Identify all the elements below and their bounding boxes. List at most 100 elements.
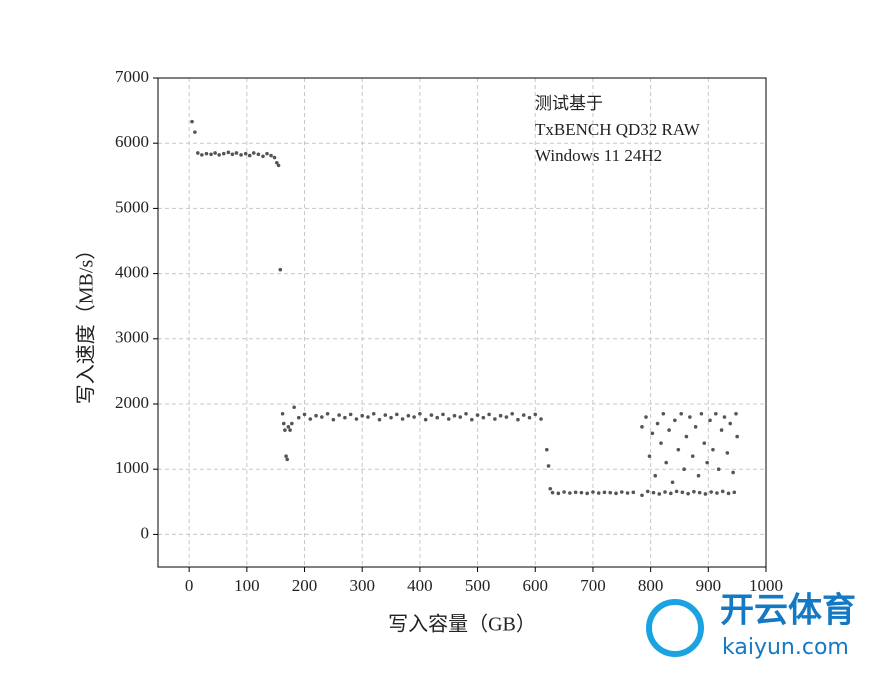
point — [644, 415, 648, 419]
point — [647, 454, 652, 458]
point — [719, 428, 724, 432]
point — [493, 417, 497, 421]
point — [302, 412, 307, 417]
point — [395, 412, 399, 417]
point — [354, 417, 359, 421]
point — [204, 151, 209, 156]
point — [290, 421, 294, 426]
x-tick-label: 100 — [234, 576, 260, 595]
point — [498, 413, 503, 418]
point — [190, 119, 194, 124]
x-tick-label: 400 — [407, 576, 433, 595]
point — [429, 413, 434, 417]
point — [734, 411, 738, 416]
y-tick-label: 2000 — [115, 393, 149, 412]
point — [614, 491, 618, 496]
x-tick-label: 300 — [349, 576, 375, 595]
point — [661, 411, 666, 416]
point — [221, 151, 226, 156]
point — [657, 492, 662, 496]
x-tick-label: 900 — [696, 576, 722, 595]
point — [239, 153, 243, 157]
x-tick-label: 500 — [465, 576, 491, 595]
point — [711, 447, 715, 452]
point — [418, 411, 422, 416]
y-tick-label: 3000 — [115, 328, 149, 347]
point — [550, 490, 555, 495]
point — [653, 473, 658, 478]
point — [735, 434, 739, 439]
point — [360, 413, 365, 418]
point — [714, 411, 718, 416]
point — [715, 491, 719, 495]
point — [452, 413, 457, 418]
point — [546, 464, 551, 468]
annotation: TxBENCH QD32 RAW — [535, 120, 701, 139]
plot-frame — [157, 77, 767, 568]
point — [625, 491, 630, 495]
point — [412, 415, 416, 419]
point — [659, 441, 663, 445]
point — [292, 405, 296, 410]
point — [446, 417, 451, 421]
point — [705, 460, 709, 465]
point — [285, 457, 290, 462]
y-axis-label: 写入速度（MB/s） — [75, 240, 98, 404]
point — [673, 418, 677, 423]
point — [272, 155, 277, 160]
point — [400, 417, 405, 421]
point — [539, 417, 543, 421]
point — [728, 421, 733, 426]
point — [725, 451, 730, 455]
watermark-title: 开云体育 — [720, 591, 856, 631]
point — [568, 491, 572, 495]
point — [696, 473, 701, 478]
point — [708, 418, 712, 423]
point — [458, 415, 463, 419]
point — [288, 428, 292, 432]
point — [664, 460, 669, 465]
point — [278, 267, 283, 272]
point — [441, 412, 445, 417]
point — [690, 454, 695, 458]
annotation: Windows 11 24H2 — [535, 146, 662, 165]
x-tick-label: 200 — [292, 576, 318, 595]
point — [703, 492, 708, 496]
point — [213, 151, 217, 155]
y-tick-label: 7000 — [115, 67, 149, 86]
point — [596, 491, 601, 495]
point — [320, 415, 324, 419]
point — [655, 421, 660, 426]
point — [383, 413, 388, 417]
x-tick-label: 600 — [523, 576, 549, 595]
point — [716, 467, 721, 472]
y-tick-label: 4000 — [115, 263, 149, 282]
point — [631, 490, 636, 495]
point — [562, 490, 566, 494]
point — [680, 490, 685, 495]
point — [697, 490, 702, 495]
point — [667, 428, 671, 432]
point — [684, 434, 689, 439]
point — [265, 151, 269, 156]
point — [692, 489, 696, 494]
point — [731, 470, 735, 475]
point — [366, 415, 370, 419]
point — [348, 412, 353, 417]
point — [284, 454, 288, 458]
point — [281, 421, 286, 426]
point — [283, 428, 287, 432]
point — [640, 493, 644, 498]
point — [504, 415, 509, 419]
point — [585, 491, 589, 496]
point — [371, 411, 376, 416]
watermark-url: kaiyun.com — [722, 635, 849, 660]
point — [230, 152, 235, 157]
point — [481, 415, 486, 420]
point — [193, 130, 197, 134]
point — [331, 417, 336, 422]
point — [487, 412, 491, 417]
point — [548, 486, 553, 491]
point — [196, 151, 200, 155]
point — [209, 152, 213, 157]
